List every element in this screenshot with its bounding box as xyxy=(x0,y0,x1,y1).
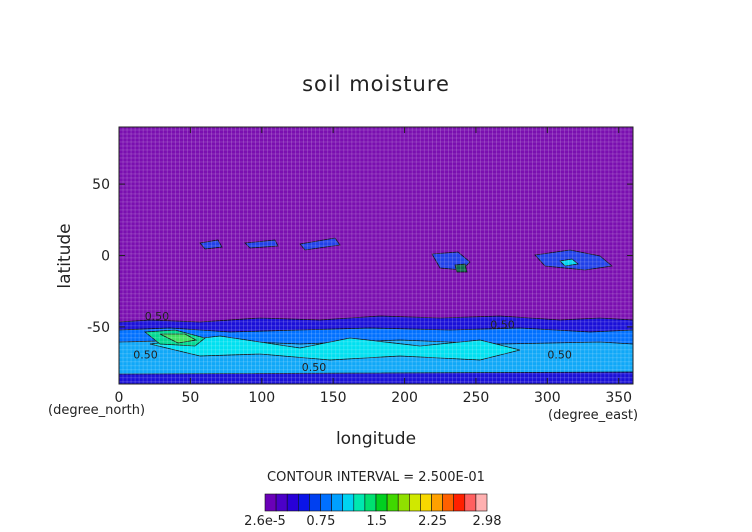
contour-region-south-edge xyxy=(119,371,633,384)
contour-region-band-cyan xyxy=(149,335,521,361)
colorbar-swatch xyxy=(453,493,466,512)
y-axis-ticks: -50 0 50 xyxy=(87,177,633,336)
x-tick-label: 350 xyxy=(605,390,632,406)
contour-label: 0.50 xyxy=(490,318,515,331)
colorbar-swatch xyxy=(309,493,321,512)
plot-area: 0.50 0.50 0.50 0.50 0.50 xyxy=(118,126,634,385)
contour-region-blob-n2 xyxy=(244,239,279,249)
contour-label: 0.50 xyxy=(302,361,327,374)
x-tick-label: 200 xyxy=(391,390,418,406)
colorbar-swatch xyxy=(264,493,277,512)
y-unit-label: (degree_north) xyxy=(48,403,145,418)
colorbar-swatch xyxy=(375,493,388,512)
colorbar xyxy=(264,493,488,512)
colorbar-swatch xyxy=(275,493,288,512)
contour-label: 0.50 xyxy=(133,348,158,361)
contour-labels: 0.50 0.50 0.50 0.50 0.50 xyxy=(133,310,572,374)
contour-label: 0.50 xyxy=(547,348,572,361)
colorbar-swatch xyxy=(353,493,366,512)
colorbar-swatch xyxy=(442,493,455,512)
colorbar-swatch xyxy=(431,493,443,512)
y-tick-label: 0 xyxy=(101,249,110,265)
x-tick-label: 50 xyxy=(181,390,199,406)
x-tick-label: 300 xyxy=(534,390,561,406)
colorbar-tick-label: 2.25 xyxy=(418,514,447,529)
colorbar-tick-labels: 2.6e-5 0.75 1.5 2.25 2.98 xyxy=(244,514,501,529)
y-tick-label: -50 xyxy=(87,320,110,336)
x-axis-label: longitude xyxy=(336,429,416,449)
x-tick-label: 100 xyxy=(248,390,275,406)
contour-region-blob-n3 xyxy=(299,237,341,251)
chart-title: soil moisture xyxy=(302,72,450,96)
contour-fields xyxy=(119,237,633,384)
contour-interval-text: CONTOUR INTERVAL = 2.500E-01 xyxy=(267,470,485,485)
x-tick-label: 250 xyxy=(463,390,490,406)
y-tick-label: 50 xyxy=(92,177,110,193)
x-tick-label: 0 xyxy=(115,390,124,406)
y-axis-label: latitude xyxy=(55,223,75,288)
colorbar-swatch xyxy=(331,493,344,512)
colorbar-swatch xyxy=(364,493,377,512)
colorbar-tick-label: 0.75 xyxy=(306,514,335,529)
colorbar-swatch xyxy=(420,493,432,512)
contour-label: 0.50 xyxy=(145,310,170,323)
colorbar-tick-label: 2.6e-5 xyxy=(244,514,286,529)
colorbar-tick-label: 2.98 xyxy=(473,514,502,529)
colorbar-swatch xyxy=(408,493,421,512)
colorbar-swatch xyxy=(342,493,355,512)
contour-region-blob-n1 xyxy=(199,239,223,250)
x-tick-label: 150 xyxy=(320,390,347,406)
colorbar-swatch xyxy=(397,493,410,512)
contour-region-blob-e2-core xyxy=(559,258,579,267)
contour-region-blob-green-2 xyxy=(159,333,198,344)
contour-region-blob-e1-core xyxy=(454,263,468,273)
colorbar-tick-label: 1.5 xyxy=(366,514,387,529)
colorbar-swatch xyxy=(286,493,299,512)
colorbar-swatch xyxy=(475,493,488,512)
x-axis-ticks: 0 50 100 150 200 250 300 350 xyxy=(115,127,632,406)
grid-lines xyxy=(119,127,633,384)
colorbar-swatch xyxy=(320,493,332,512)
colorbar-swatch xyxy=(386,493,399,512)
colorbar-swatch xyxy=(464,493,477,512)
colorbar-swatch xyxy=(297,493,310,512)
x-unit-label: (degree_east) xyxy=(548,408,638,423)
